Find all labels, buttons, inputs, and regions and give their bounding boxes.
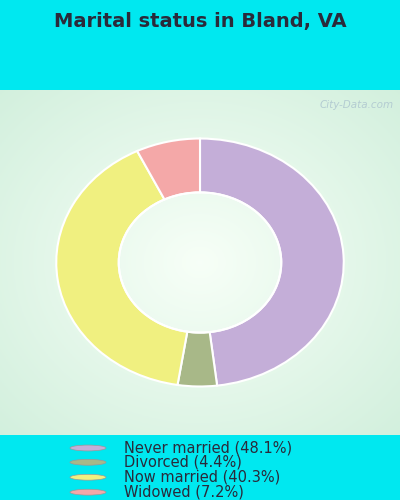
Text: Marital status in Bland, VA: Marital status in Bland, VA (54, 12, 346, 32)
Wedge shape (200, 138, 344, 386)
Circle shape (70, 490, 106, 495)
Text: City-Data.com: City-Data.com (320, 100, 394, 110)
Circle shape (70, 445, 106, 451)
Text: Never married (48.1%): Never married (48.1%) (124, 440, 292, 456)
Circle shape (70, 460, 106, 465)
Wedge shape (56, 151, 187, 385)
Text: Divorced (4.4%): Divorced (4.4%) (124, 455, 242, 470)
Text: Widowed (7.2%): Widowed (7.2%) (124, 484, 244, 500)
Circle shape (70, 474, 106, 480)
Wedge shape (178, 332, 217, 386)
Text: Now married (40.3%): Now married (40.3%) (124, 470, 280, 485)
Wedge shape (137, 138, 200, 200)
